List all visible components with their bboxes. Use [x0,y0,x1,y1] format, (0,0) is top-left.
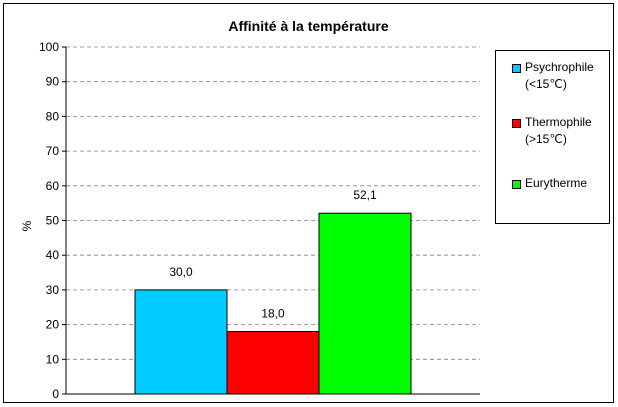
plot-area: % 0 10 20 30 40 50 60 70 80 90 100 30,0 18,0 52,1 [20,40,480,401]
data-label: 52,1 [353,188,377,202]
bar [226,331,320,395]
y-tick-label: 90 [46,75,60,89]
y-tick-label: 70 [46,144,60,158]
y-tick-label: 60 [46,179,60,193]
y-tick-label: 20 [46,318,60,332]
y-tick-label: 30 [46,283,60,297]
y-tick-label: 0 [52,387,59,401]
legend-swatch-eurytherme [512,180,521,189]
y-axis-label: % [20,220,34,231]
chart-frame: Affinité à la température % 0 10 20 30 40 50 6… [3,3,614,403]
y-tick-label: 80 [46,109,60,123]
legend-label-psychrophile: Psychrophile (<15℃) [525,60,594,91]
data-label: 30,0 [169,265,193,279]
legend-label-thermophile: Thermophile (>15℃) [525,115,592,146]
legend-swatch-thermophile [512,119,521,128]
data-label: 18,0 [261,307,285,321]
y-tick-label: 40 [46,248,60,262]
y-tick-label: 10 [46,352,60,366]
bar [134,289,228,395]
legend-label-eurytherme: Eurytherme [525,176,588,190]
chart-title: Affinité à la température [228,18,389,34]
legend: Psychrophile (<15℃) Thermophile (>15℃) E… [495,50,610,224]
legend-swatch-psychrophile [512,64,521,73]
y-tick-label: 100 [39,40,59,54]
y-tick-label: 50 [46,214,60,228]
bar [318,212,412,395]
